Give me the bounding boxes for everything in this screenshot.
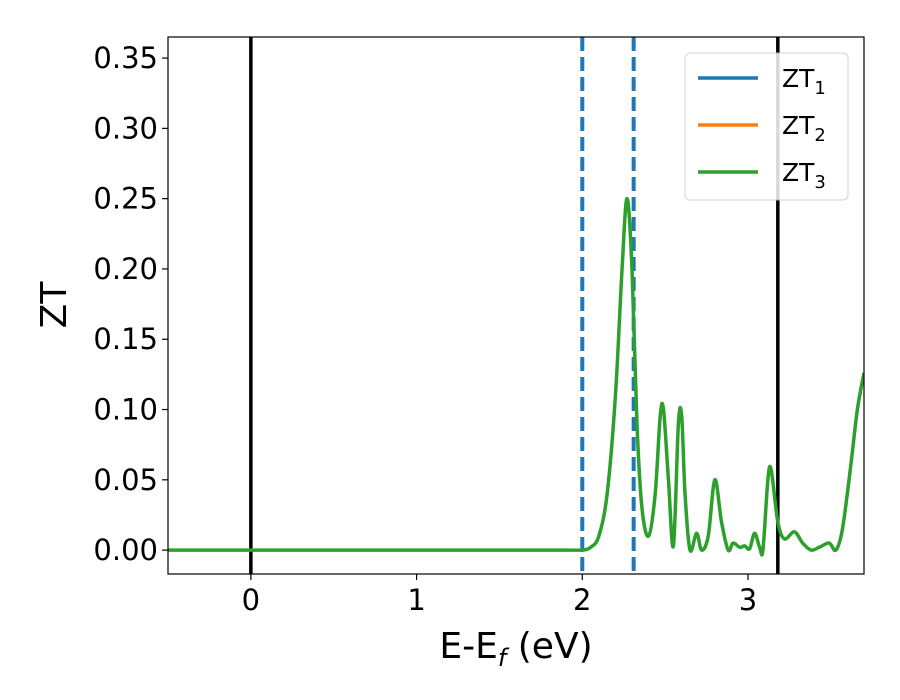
y-tick-label: 0.05 [93, 463, 158, 497]
y-tick-label: 0.30 [93, 111, 158, 145]
x-tick-label: 2 [573, 583, 591, 617]
y-tick-label: 0.10 [93, 393, 158, 427]
y-axis: 0.00 0.05 0.10 0.15 0.20 0.25 0.30 0.35 [93, 41, 168, 567]
series-layer [168, 196, 864, 557]
x-axis-title: E-Ef (eV) [439, 626, 592, 672]
y-tick-label: 0.35 [93, 41, 158, 75]
legend-label-1: ZT1 [782, 64, 826, 99]
legend-label-2: ZT2 [782, 111, 826, 146]
x-axis: 0 1 2 3 [242, 574, 757, 617]
y-tick-label: 0.25 [93, 182, 158, 216]
y-tick-label: 0.15 [93, 322, 158, 356]
x-axis-title-main: E-E [439, 626, 497, 667]
y-axis-title: ZT [34, 281, 75, 329]
x-axis-title-unit: (eV) [506, 626, 592, 667]
series-line-3 [168, 196, 864, 557]
legend-box [684, 52, 849, 201]
y-tick-label: 0.20 [93, 252, 158, 286]
legend-label-3: ZT3 [782, 158, 826, 193]
legend: ZT1 ZT2 ZT3 [684, 52, 849, 201]
y-tick-label: 0.00 [93, 533, 158, 567]
x-tick-label: 1 [407, 583, 425, 617]
x-tick-label: 0 [242, 583, 260, 617]
plot-frame [167, 36, 865, 575]
x-tick-label: 3 [739, 583, 757, 617]
